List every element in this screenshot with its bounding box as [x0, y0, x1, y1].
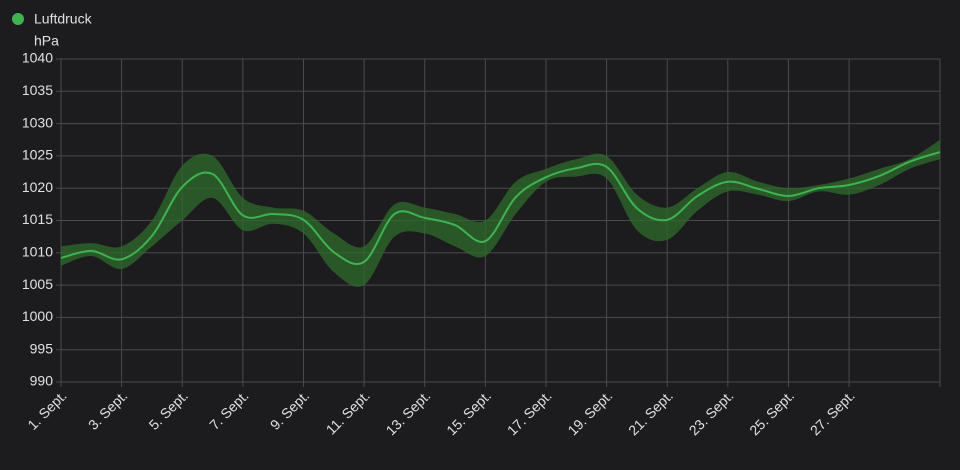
- y-tick-label: 1015: [22, 211, 53, 227]
- y-tick-label: 995: [30, 340, 54, 356]
- line: [60, 151, 941, 265]
- legend-label[interactable]: Luftdruck: [34, 11, 93, 27]
- y-axis-unit: hPa: [34, 33, 59, 49]
- y-tick-label: 1020: [22, 179, 53, 195]
- y-tick-label: 1035: [22, 82, 53, 98]
- y-tick-label: 1010: [22, 244, 53, 260]
- y-tick-label: 1025: [22, 147, 53, 163]
- range-band: [61, 139, 940, 287]
- y-tick-label: 1030: [22, 114, 53, 130]
- y-tick-label: 1040: [22, 50, 53, 66]
- y-tick-label: 990: [30, 373, 54, 389]
- y-tick-label: 1000: [22, 308, 53, 324]
- legend-marker[interactable]: [12, 13, 24, 25]
- y-tick-label: 1005: [22, 276, 53, 292]
